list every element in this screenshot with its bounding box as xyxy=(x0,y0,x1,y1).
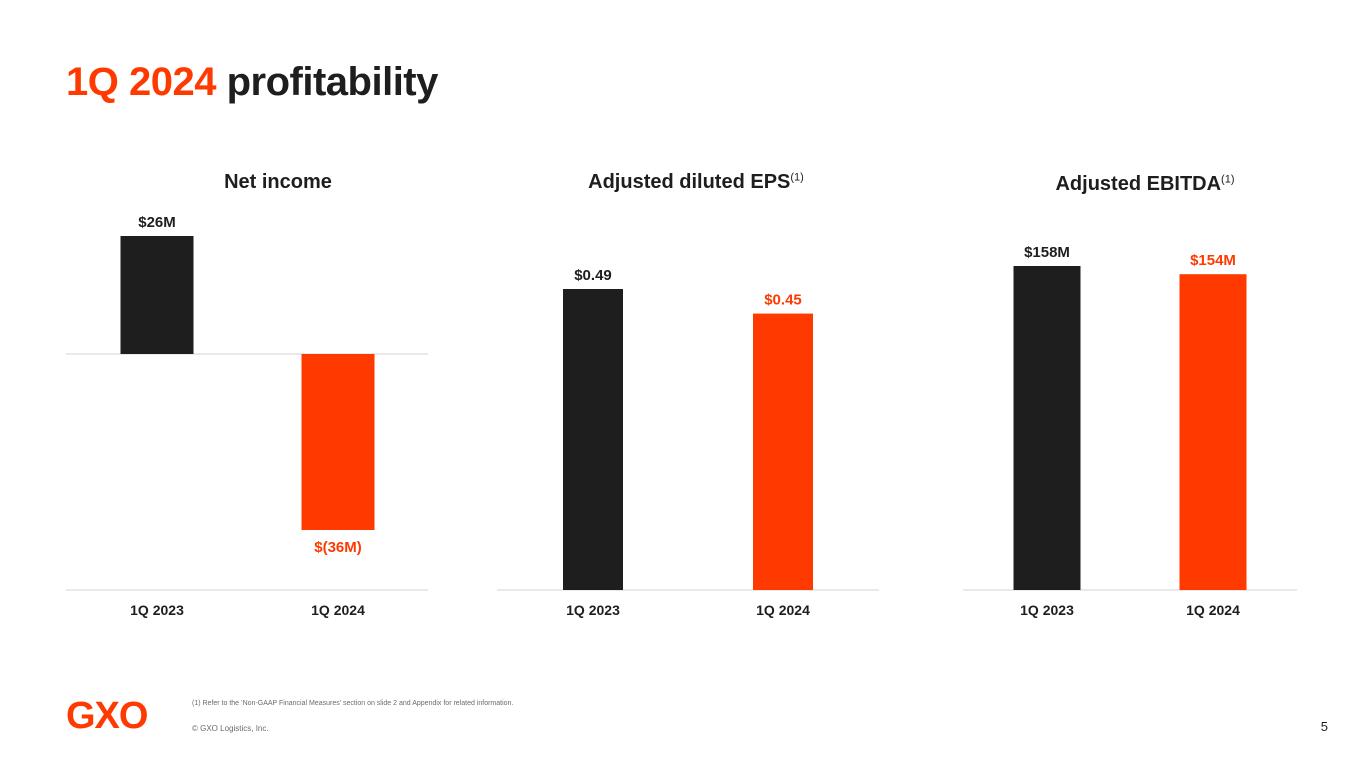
bar-1q-2023 xyxy=(563,289,623,590)
bar-1q-2023 xyxy=(120,236,194,354)
data-label: $(36M) xyxy=(314,539,362,556)
category-label: 1Q 2024 xyxy=(311,602,365,618)
page-number: 5 xyxy=(1320,719,1328,734)
bar-1q-2023 xyxy=(1013,266,1081,590)
chart-title-footnote-ref: (1) xyxy=(790,171,804,184)
chart-title-adjusted-eps: Adjusted diluted EPS(1) xyxy=(588,171,804,194)
data-label: $0.49 xyxy=(574,267,612,284)
adjusted-ebitda-chart: $158M 1Q 2023 $154M 1Q 2024 xyxy=(963,244,1297,618)
data-label: $158M xyxy=(1024,244,1070,261)
category-label: 1Q 2023 xyxy=(1020,602,1074,618)
bar-1q-2024 xyxy=(1179,274,1247,590)
chart-title-text: Adjusted EBITDA xyxy=(1055,173,1222,195)
data-label: $0.45 xyxy=(764,292,802,309)
gxo-logo: GXO xyxy=(66,695,148,737)
category-label: 1Q 2023 xyxy=(130,602,184,618)
page-title: 1Q 2024 profitability xyxy=(66,54,438,110)
data-label: $26M xyxy=(138,214,176,231)
category-label: 1Q 2024 xyxy=(756,602,810,618)
category-label: 1Q 2024 xyxy=(1186,602,1240,618)
net-income-chart: $26M 1Q 2023 $(36M) 1Q 2024 xyxy=(66,214,428,618)
bar-1q-2024 xyxy=(753,313,813,590)
copyright: © GXO Logistics, Inc. xyxy=(192,724,269,733)
chart-title-text: Net income xyxy=(224,171,332,193)
data-label: $154M xyxy=(1190,252,1236,269)
title-rest: profitability xyxy=(226,60,439,104)
title-accent: 1Q 2024 xyxy=(66,60,216,104)
category-label: 1Q 2023 xyxy=(566,602,620,618)
chart-title-text: Adjusted diluted EPS xyxy=(588,171,791,193)
bar-1q-2024 xyxy=(301,354,375,530)
adjusted-eps-chart: $0.49 1Q 2023 $0.45 1Q 2024 xyxy=(497,267,879,618)
chart-title-footnote-ref: (1) xyxy=(1221,173,1235,186)
chart-title-adjusted-ebitda: Adjusted EBITDA(1) xyxy=(1055,173,1234,196)
footnote: (1) Refer to the ‘Non-GAAP Financial Mea… xyxy=(192,700,514,707)
chart-title-net-income: Net income xyxy=(224,171,332,194)
